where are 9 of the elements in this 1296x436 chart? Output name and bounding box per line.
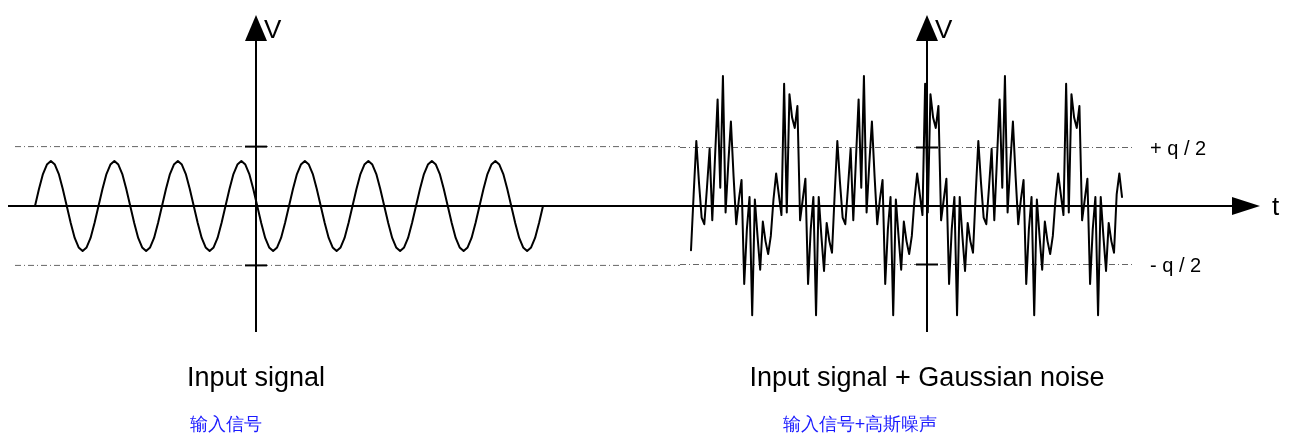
text: Input signal + Gaussian noise <box>749 362 1105 392</box>
text: 输入信号 <box>190 414 262 434</box>
y-axis-title: V <box>935 14 953 44</box>
ref-line-label: + q / 2 <box>1150 136 1207 159</box>
text: Input signal <box>186 362 326 392</box>
ref-line-label: - q / 2 <box>1150 253 1202 276</box>
text: 输入信号+高斯噪声 <box>782 414 938 434</box>
y-axis-title: V <box>264 14 282 44</box>
x-axis-title: t <box>1272 191 1280 222</box>
